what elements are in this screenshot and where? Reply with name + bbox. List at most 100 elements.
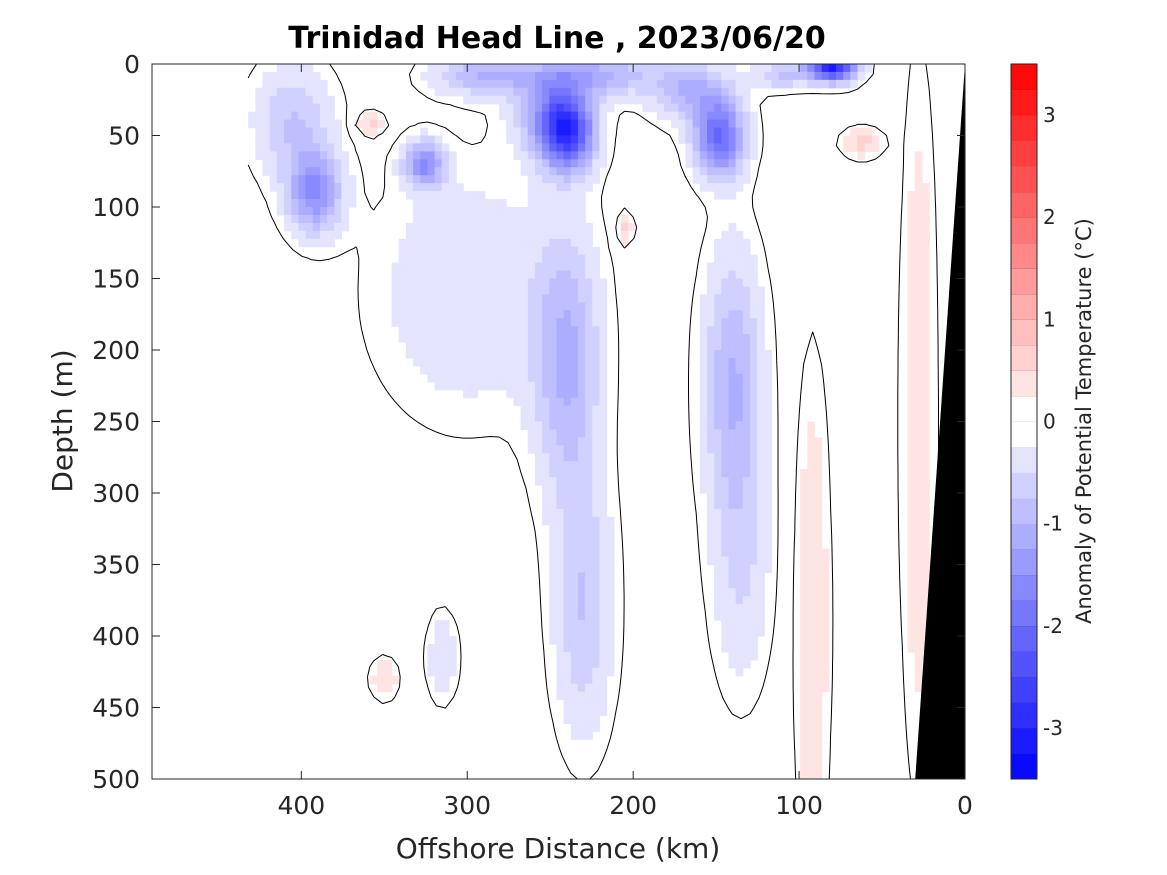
field-cell	[606, 643, 615, 653]
field-cell	[398, 183, 407, 192]
field-cell	[456, 342, 464, 351]
field-cell	[556, 278, 565, 288]
field-cell	[276, 119, 285, 129]
field-cell	[735, 429, 744, 438]
field-cell	[377, 675, 386, 685]
field-cell	[499, 95, 507, 105]
field-cell	[620, 214, 629, 224]
field-cell	[577, 64, 586, 73]
field-cell	[742, 143, 751, 152]
field-cell	[577, 135, 586, 145]
field-cell	[534, 111, 543, 121]
field-cell	[800, 564, 808, 574]
field-cell	[434, 151, 443, 160]
field-cell	[800, 651, 808, 661]
field-cell	[599, 437, 608, 446]
field-cell	[800, 469, 808, 478]
field-cell	[585, 667, 593, 677]
field-cell	[484, 278, 493, 288]
field-cell	[606, 564, 615, 574]
field-cell	[413, 151, 421, 160]
field-cell	[757, 413, 765, 423]
field-cell	[585, 500, 593, 510]
field-cell	[735, 318, 744, 327]
field-cell	[305, 95, 314, 105]
field-cell	[599, 95, 608, 105]
field-cell	[606, 620, 615, 629]
field-cell	[420, 175, 429, 184]
field-cell	[556, 127, 565, 137]
field-cell	[800, 620, 808, 629]
field-cell	[800, 493, 808, 502]
field-cell	[685, 79, 694, 89]
field-cell	[556, 270, 565, 280]
field-cell	[728, 493, 737, 502]
field-cell	[549, 445, 558, 454]
field-cell	[907, 524, 916, 534]
field-cell	[413, 342, 421, 351]
field-cell	[714, 183, 722, 192]
field-cell	[857, 135, 866, 145]
x-axis-label: Offshore Distance (km)	[396, 832, 721, 865]
field-cell	[549, 596, 558, 605]
field-cell	[714, 64, 722, 73]
field-cell	[807, 429, 816, 438]
field-cell	[742, 524, 751, 534]
field-cell	[470, 357, 479, 367]
field-cell	[549, 580, 558, 589]
field-cell	[563, 167, 572, 176]
field-cell	[800, 596, 808, 605]
field-cell	[563, 477, 572, 486]
field-cell	[742, 572, 751, 581]
field-cell	[921, 230, 930, 240]
field-cell	[735, 397, 744, 407]
field-cell	[742, 604, 751, 613]
field-cell	[921, 445, 930, 454]
field-cell	[513, 135, 522, 145]
field-cell	[456, 87, 464, 97]
field-cell	[714, 294, 722, 303]
field-cell	[570, 270, 579, 280]
field-cell	[721, 469, 730, 478]
field-cell	[685, 103, 694, 113]
field-cell	[527, 373, 536, 383]
field-cell	[728, 79, 737, 89]
field-cell	[298, 230, 307, 240]
field-cell	[814, 604, 823, 613]
field-cell	[542, 421, 550, 431]
field-cell	[441, 342, 450, 351]
field-cell	[434, 183, 443, 192]
field-cell	[749, 71, 758, 81]
field-cell	[714, 564, 722, 574]
field-cell	[807, 659, 816, 669]
field-cell	[714, 604, 722, 613]
field-cell	[714, 95, 722, 105]
field-cell	[749, 429, 758, 438]
field-cell	[269, 143, 278, 152]
field-cell	[585, 334, 593, 343]
field-cell	[728, 588, 737, 597]
field-cell	[857, 64, 866, 73]
field-cell	[484, 238, 493, 248]
field-cell	[914, 532, 923, 542]
field-cell	[914, 238, 923, 248]
colorbar-tick-label: -3	[1043, 716, 1063, 740]
field-cell	[549, 183, 558, 192]
field-cell	[921, 548, 930, 558]
field-cell	[585, 469, 593, 478]
field-cell	[907, 453, 916, 462]
field-cell	[821, 71, 830, 81]
field-cell	[434, 135, 443, 145]
field-cell	[448, 151, 457, 160]
field-cell	[420, 207, 429, 216]
field-cell	[721, 302, 730, 311]
field-cell	[635, 79, 644, 89]
colorbar-segment	[1011, 600, 1037, 627]
field-cell	[577, 596, 586, 605]
colorbar-segment	[1011, 447, 1037, 473]
field-cell	[556, 167, 565, 176]
field-cell	[592, 707, 601, 717]
field-cell	[556, 95, 565, 105]
field-cell	[785, 71, 794, 81]
field-cell	[255, 111, 264, 121]
